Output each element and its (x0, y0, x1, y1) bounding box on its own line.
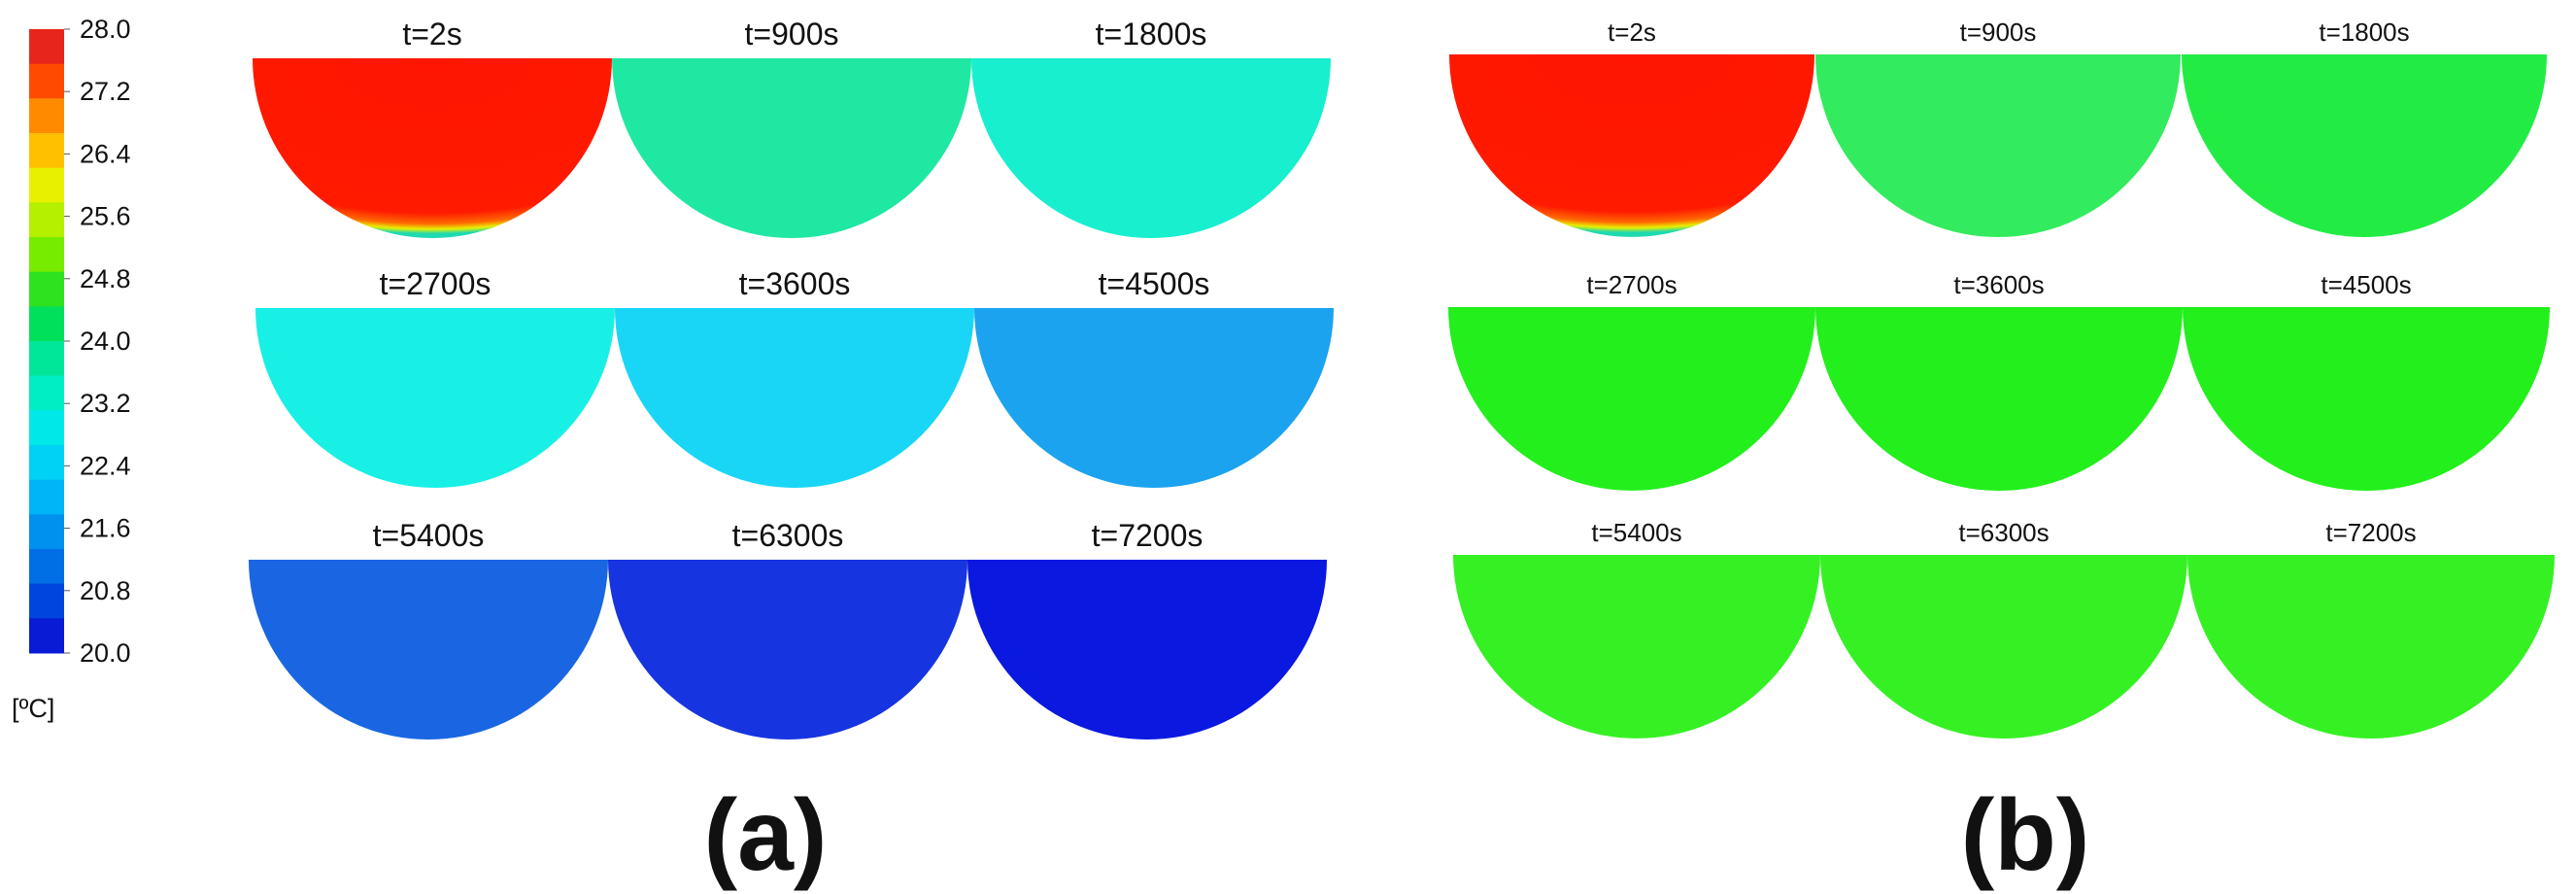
contour-half-disc (1453, 555, 1820, 739)
colorbar-band (29, 133, 64, 169)
colorbar-tick-label: 26.4 (80, 139, 131, 168)
colorbar-tick-label: 24.8 (80, 264, 131, 293)
colorbar-tick-label: 20.0 (80, 638, 131, 668)
colorbar-band (29, 479, 64, 515)
time-label: t=7200s (2325, 518, 2416, 547)
time-label: t=2s (1608, 17, 1656, 47)
colorbar-band (29, 583, 64, 619)
time-label: t=900s (1960, 17, 2037, 47)
colorbar-band (29, 514, 64, 550)
colorbar-band (29, 202, 64, 238)
colorbar-band (29, 445, 64, 481)
time-label: t=5400s (373, 518, 485, 553)
time-label: t=2s (402, 17, 461, 52)
colorbar-bands (29, 29, 64, 654)
contour-half-disc (612, 58, 971, 238)
time-label: t=6300s (732, 518, 844, 553)
contour-half-disc (2187, 555, 2555, 739)
colorbar-band (29, 29, 64, 65)
colorbar-ticks: 28.0 27.2 26.4 25.6 24.8 24.0 23.2 22.4 21.6 20.8… (64, 15, 131, 668)
colorbar-tick-label: 22.4 (80, 451, 131, 480)
time-label: t=2700s (1586, 270, 1677, 299)
contour-half-disc (1449, 54, 1814, 237)
time-label: t=3600s (1953, 270, 2044, 299)
colorbar-tick-label: 21.6 (80, 514, 131, 543)
contour-half-disc (1815, 54, 2181, 237)
colorbar-tick-label: 24.0 (80, 327, 131, 356)
colorbar-band (29, 237, 64, 273)
colorbar-tick-label: 20.8 (80, 576, 131, 605)
contour-half-disc (249, 560, 608, 739)
colorbar: 28.0 27.2 26.4 25.6 24.8 24.0 23.2 22.4 21.6 20.8… (12, 15, 131, 723)
colorbar-band (29, 375, 64, 411)
colorbar-band (29, 306, 64, 342)
colorbar-tick-label: 28.0 (80, 15, 131, 44)
panel-a: t=2s t=900s t=1800s t=2700s t=3600s t=4500s t=… (249, 17, 1334, 892)
panel-b-label: (b) (1961, 779, 2090, 892)
contour-half-disc (615, 308, 974, 488)
contour-half-disc (253, 58, 612, 238)
colorbar-band (29, 63, 64, 99)
panel-a-plots: t=2s t=900s t=1800s t=2700s t=3600s t=4500s t=… (249, 17, 1334, 739)
colorbar-unit-label: [ºC] (12, 694, 54, 723)
contour-half-disc (1815, 307, 2183, 491)
colorbar-band (29, 98, 64, 134)
time-label: t=6300s (1958, 518, 2049, 547)
colorbar-tick-label: 27.2 (80, 77, 131, 106)
time-label: t=5400s (1591, 518, 1681, 547)
colorbar-band (29, 549, 64, 585)
time-label: t=2700s (380, 266, 491, 301)
colorbar-band (29, 341, 64, 377)
time-label: t=1800s (1096, 17, 1207, 52)
colorbar-band (29, 167, 64, 203)
time-label: t=1800s (2319, 17, 2409, 47)
time-label: t=4500s (1099, 266, 1210, 301)
time-label: t=7200s (1092, 518, 1203, 553)
contour-half-disc (974, 308, 1334, 488)
contour-half-disc (971, 58, 1331, 238)
colorbar-band (29, 271, 64, 307)
panel-b: t=2s t=900s t=1800s t=2700s t=3600s t=4500s t=… (1448, 17, 2555, 892)
colorbar-band (29, 410, 64, 446)
colorbar-band (29, 618, 64, 654)
contour-half-disc (967, 560, 1327, 739)
panel-a-label: (a) (703, 779, 827, 892)
time-label: t=4500s (2321, 270, 2411, 299)
time-label: t=900s (745, 17, 839, 52)
colorbar-tick-label: 23.2 (80, 389, 131, 418)
contour-half-disc (608, 560, 967, 739)
contour-half-disc (2183, 307, 2550, 491)
contour-half-disc (2182, 54, 2547, 237)
contour-half-disc (255, 308, 615, 488)
colorbar-tick-label: 25.6 (80, 202, 131, 231)
panel-b-plots: t=2s t=900s t=1800s t=2700s t=3600s t=4500s t=… (1448, 17, 2555, 739)
contour-half-disc (1448, 307, 1815, 491)
time-label: t=3600s (739, 266, 851, 301)
contour-half-disc (1820, 555, 2187, 739)
